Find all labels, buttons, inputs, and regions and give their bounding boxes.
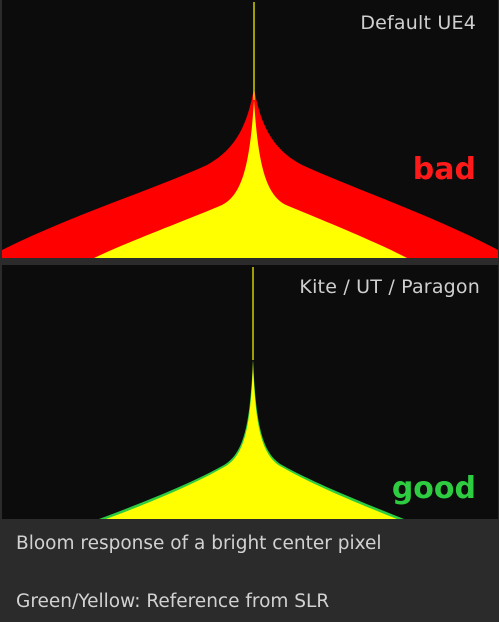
matched-bloom-area [106,360,397,519]
caption-reference-source: Green/Yellow: Reference from SLR [16,591,330,612]
bloom-profile-plot-kite [99,267,404,519]
bloom-profile-plot-default [2,2,498,258]
caption-bloom-response: Bloom response of a bright center pixel [16,533,382,554]
panel-title-default-ue4: Default UE4 [360,12,476,34]
bloom-panel-kite-ut-paragon: Kite / UT / Paragon good [2,265,498,519]
reference-bloom-area [94,100,407,258]
verdict-good-label: good [391,471,476,506]
bloom-panel-default-ue4: Default UE4 bad [2,0,498,258]
panel-title-kite-ut-paragon: Kite / UT / Paragon [299,276,480,298]
verdict-bad-label: bad [412,152,476,187]
